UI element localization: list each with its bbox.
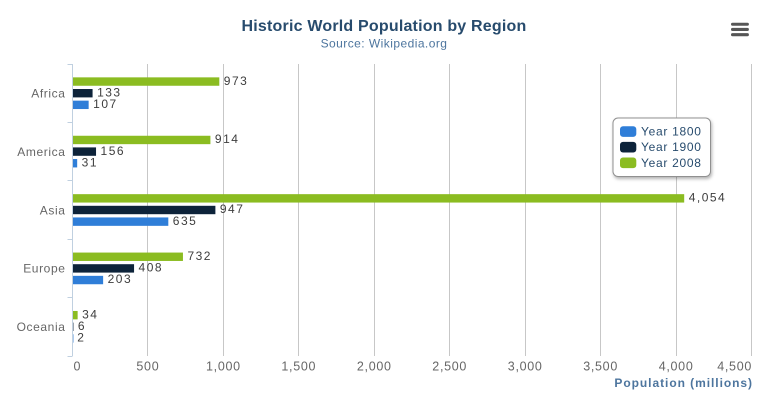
svg-text:107: 107 [93,97,118,111]
svg-text:4,500: 4,500 [717,359,752,373]
svg-text:31: 31 [82,155,98,169]
svg-text:732: 732 [187,249,212,263]
svg-text:Population (millions): Population (millions) [614,376,753,390]
svg-text:0: 0 [74,359,82,373]
svg-text:156: 156 [101,144,126,158]
svg-text:973: 973 [224,74,249,88]
svg-text:914: 914 [215,132,240,146]
svg-text:Oceania: Oceania [17,320,66,334]
svg-text:4,000: 4,000 [659,359,694,373]
svg-text:Year 2008: Year 2008 [641,156,702,170]
svg-text:Europe: Europe [23,262,65,276]
svg-text:Year 1900: Year 1900 [641,140,702,154]
svg-text:500: 500 [136,359,159,373]
svg-text:3,000: 3,000 [508,359,543,373]
svg-text:Year 1800: Year 1800 [641,125,702,139]
svg-text:2: 2 [77,331,85,345]
svg-text:Asia: Asia [40,203,66,217]
svg-text:America: America [17,145,65,159]
svg-text:1,500: 1,500 [281,359,316,373]
svg-text:34: 34 [82,307,98,321]
svg-text:2,500: 2,500 [432,359,467,373]
svg-text:203: 203 [108,272,133,286]
svg-text:3,500: 3,500 [583,359,618,373]
svg-text:1,000: 1,000 [206,359,241,373]
svg-text:2,000: 2,000 [357,359,392,373]
svg-text:133: 133 [97,85,122,99]
svg-text:947: 947 [220,202,245,216]
svg-text:635: 635 [173,214,198,228]
svg-text:Africa: Africa [31,87,65,101]
svg-text:Source: Wikipedia.org: Source: Wikipedia.org [321,37,448,51]
svg-text:6: 6 [78,319,86,333]
svg-text:408: 408 [139,261,164,275]
svg-text:Historic World Population by R: Historic World Population by Region [242,18,527,35]
svg-text:4,054: 4,054 [689,191,727,205]
